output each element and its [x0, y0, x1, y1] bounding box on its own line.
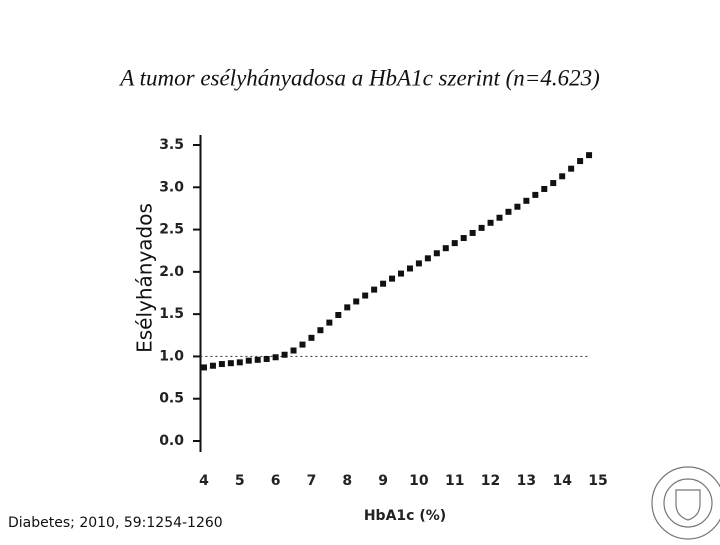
- data-point: [290, 347, 297, 354]
- y-tick-label: 0.0: [159, 433, 184, 449]
- university-logo: [651, 466, 720, 540]
- x-tick-label: 12: [481, 473, 500, 489]
- x-tick-label: 11: [445, 473, 464, 489]
- logo-shield: [675, 489, 701, 521]
- data-point: [415, 260, 422, 267]
- data-point: [577, 158, 584, 165]
- data-point: [245, 357, 252, 364]
- x-tick-label: 4: [199, 473, 209, 489]
- chart-title: A tumor esélyhányadosa a HbA1c szerint (…: [118, 65, 600, 90]
- data-point: [227, 360, 234, 367]
- x-tick-label: 9: [378, 473, 388, 489]
- data-point: [263, 355, 270, 362]
- y-tick-label: 3.5: [159, 137, 184, 153]
- data-point: [209, 362, 216, 369]
- data-point: [541, 185, 548, 192]
- data-point: [496, 214, 503, 221]
- x-tick-label: 6: [271, 473, 281, 489]
- y-tick-label: 2.5: [159, 222, 184, 238]
- data-point: [353, 298, 360, 305]
- data-point: [523, 197, 530, 204]
- data-point: [469, 229, 476, 236]
- data-point: [254, 356, 261, 363]
- source-note: Diabetes; 2010, 59:1254-1260: [8, 515, 223, 531]
- data-point: [442, 245, 449, 252]
- x-tick-label: 7: [307, 473, 317, 489]
- data-point: [371, 286, 378, 293]
- y-tick-label: 1.0: [159, 348, 184, 364]
- data-point: [505, 208, 512, 215]
- data-point: [317, 327, 324, 334]
- x-axis-label: HbA1c (%): [364, 508, 446, 524]
- data-point: [532, 191, 539, 198]
- y-axis-label: Esélyhányados: [133, 203, 157, 353]
- data-point: [344, 304, 351, 311]
- logo-inner-ring: [663, 478, 713, 528]
- data-point: [514, 203, 521, 210]
- data-point: [389, 275, 396, 282]
- y-tick-label: 2.0: [159, 264, 184, 280]
- data-point: [218, 361, 225, 368]
- data-point: [559, 173, 566, 180]
- data-point: [272, 354, 279, 361]
- data-point: [299, 341, 306, 348]
- data-point: [406, 265, 413, 272]
- x-tick-label: 15: [588, 473, 607, 489]
- y-tick-label: 1.5: [159, 306, 184, 322]
- y-tick-label: 0.5: [159, 391, 184, 407]
- logo-ring: [651, 466, 720, 540]
- data-point: [200, 364, 207, 371]
- data-point: [550, 180, 557, 187]
- data-point: [398, 270, 404, 277]
- data-point: [460, 235, 467, 242]
- data-point: [380, 280, 387, 287]
- data-point: [568, 165, 575, 172]
- data-point: [451, 240, 458, 247]
- data-point: [326, 319, 333, 326]
- x-tick-label: 8: [342, 473, 352, 489]
- data-point: [433, 250, 440, 257]
- x-tick-label: 5: [235, 473, 245, 489]
- data-point: [281, 351, 288, 358]
- data-point: [236, 359, 243, 366]
- y-tick-label: 3.0: [159, 179, 184, 195]
- data-point: [308, 334, 315, 341]
- data-point: [362, 292, 369, 299]
- x-tick-label: 10: [409, 473, 429, 489]
- data-point: [586, 152, 593, 159]
- data-point: [335, 311, 342, 318]
- data-point: [424, 255, 431, 262]
- x-tick-label: 13: [517, 473, 536, 489]
- data-point: [478, 224, 485, 231]
- x-tick-label: 14: [552, 473, 572, 489]
- data-point: [487, 219, 494, 226]
